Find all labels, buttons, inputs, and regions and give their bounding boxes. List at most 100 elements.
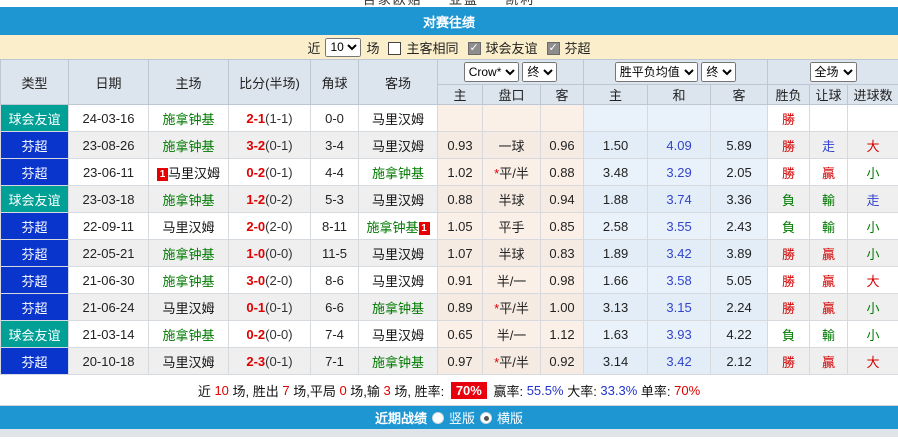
result-handicap: 贏 [809,239,849,267]
col-score: 比分(半场) [228,59,311,105]
result-handicap: 走 [809,131,849,159]
asian-away-odds: 0.88 [539,158,585,186]
match-type-badge: 芬超 [0,212,69,240]
match-type-badge: 球会友谊 [0,320,69,348]
handicap-text: 平/半 [499,165,529,181]
result-goals: 走 [847,185,898,213]
friendly-checkbox[interactable] [467,41,481,55]
euro-home-odds: 1.50 [583,131,649,159]
result-wdl: 勝 [767,158,811,186]
match-type-badge: 芬超 [0,131,69,159]
euro-home-odds: 2.58 [583,212,649,240]
asian-home-odds: 1.05 [437,212,483,240]
asian-away-odds: 1.00 [539,293,585,321]
col-euro-draw: 和 [647,84,712,105]
away-team-cell: 施拿钟基 [358,158,438,186]
section-title-bar: 对赛往绩 [0,7,898,35]
table-row: 芬超 21-06-30 施拿钟基 3-0(2-0) 8-6 马里汉姆 0.91 … [0,266,898,294]
result-group: 全场 [767,59,898,85]
bookmaker-select[interactable]: Crow* [463,62,519,82]
summary-segment: 10 [214,382,229,398]
match-date: 21-03-14 [68,320,149,348]
summary-segment: 70% [450,381,487,399]
summary-segment: 7 [282,382,290,398]
home-team-name: 施拿钟基 [162,138,215,154]
euro-draw-odds: 3.55 [647,212,712,240]
asian-away-odds: 0.98 [539,266,585,294]
corners-score: 8-11 [310,212,359,240]
result-wdl: 勝 [767,266,811,294]
euro-odds-group: 胜平负均值 终 [583,59,769,85]
match-type-badge: 芬超 [0,239,69,267]
home-team-name: 马里汉姆 [162,219,215,235]
match-type-badge: 球会友谊 [0,104,69,132]
league-label: 芬超 [564,40,591,56]
score-cell: 0-2(0-1) [228,158,311,186]
away-team-cell: 马里汉姆 [358,239,438,267]
handicap-text: 半/一 [496,327,527,343]
table-row: 芬超 20-10-18 马里汉姆 2-3(0-1) 7-1 施拿钟基 0.97 … [0,347,898,375]
summary-segment: 单率: [637,383,675,399]
asian-handicap-cell: *一球 [482,131,541,159]
summary-segment: 场, 胜出 [228,383,283,399]
asian-away-odds [539,104,585,132]
match-date: 20-10-18 [68,347,149,375]
match-date: 23-03-18 [68,185,149,213]
col-euro-away: 客 [710,84,769,105]
euro-away-odds: 2.12 [710,347,769,375]
avg-odds-select[interactable]: 胜平负均值 [614,62,698,82]
near-label: 近 [307,40,321,56]
summary-segment: 场, 胜率: [390,383,448,399]
fulltime-score: 0-1 [246,299,266,315]
match-date: 21-06-24 [68,293,149,321]
home-team-cell: 马里汉姆 [148,347,229,375]
match-date: 23-06-11 [68,158,149,186]
col-result-goals: 进球数 [847,84,898,105]
euro-home-odds: 1.66 [583,266,649,294]
euro-draw-odds: 3.93 [647,320,712,348]
same-venue-checkbox[interactable] [388,41,402,55]
vertical-layout-radio[interactable] [431,411,444,424]
away-team-name: 马里汉姆 [371,192,424,208]
away-team-name: 施拿钟基 [371,300,424,316]
summary-segment: 33.3% [600,382,638,398]
result-goals: 大 [847,347,898,375]
score-cell: 2-1(1-1) [228,104,311,132]
recent-results-title: 近期战绩 [374,411,427,426]
away-team-cell: 马里汉姆 [358,185,438,213]
euro-draw-odds: 4.09 [647,131,712,159]
final-odds-select-euro[interactable]: 终 [701,62,737,82]
table-row: 芬超 21-06-24 马里汉姆 0-1(0-1) 6-6 施拿钟基 0.89 … [0,293,898,321]
fulltime-score: 1-2 [246,191,266,207]
halftime-score: (0-1) [265,353,293,369]
home-team-cell: 施拿钟基 [148,239,229,267]
league-checkbox[interactable] [546,41,560,55]
asian-handicap-cell: *半/一 [482,266,541,294]
asian-home-odds: 0.65 [437,320,483,348]
result-goals: 小 [847,239,898,267]
score-cell: 3-0(2-0) [228,266,311,294]
summary-segment: 大率: [563,383,601,399]
euro-home-odds: 3.14 [583,347,649,375]
halftime-score: (0-1) [265,137,293,153]
corners-score: 5-3 [310,185,359,213]
result-handicap: 輸 [809,212,849,240]
horizontal-layout-radio[interactable] [480,411,492,424]
away-team-name: 马里汉姆 [371,138,424,154]
halftime-score: (2-0) [265,218,293,234]
handicap-text: 平手 [498,219,525,235]
scope-select[interactable]: 全场 [809,62,857,82]
euro-draw-odds [647,104,712,132]
final-odds-select-asian[interactable]: 终 [522,62,558,82]
home-team-name: 施拿钟基 [162,327,215,343]
euro-home-odds: 1.89 [583,239,649,267]
home-team-name: 施拿钟基 [162,192,215,208]
euro-away-odds: 2.43 [710,212,769,240]
result-wdl: 勝 [767,104,811,132]
home-team-name: 马里汉姆 [162,354,215,370]
away-team-name: 马里汉姆 [371,246,424,262]
match-type-badge: 芬超 [0,347,69,375]
summary-segment: 赢率: [489,383,527,399]
result-goals [847,104,898,132]
match-count-select[interactable]: 10 [325,37,362,57]
